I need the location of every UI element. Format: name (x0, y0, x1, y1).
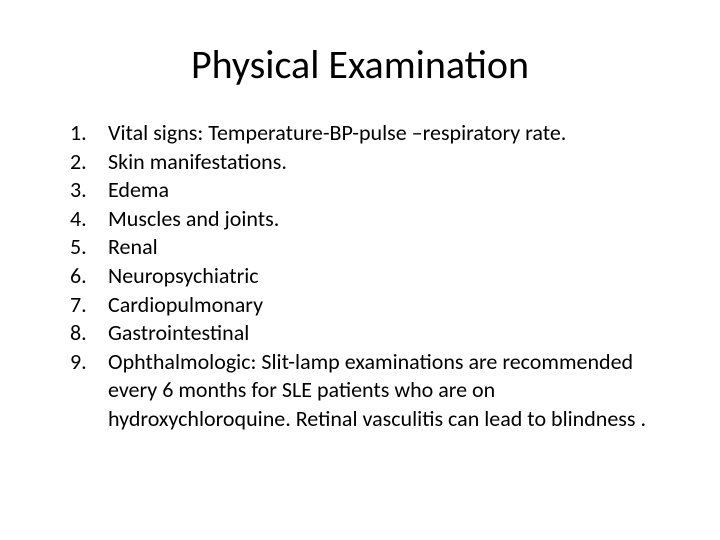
list-text: Cardiopulmonary (108, 291, 670, 320)
list-item: 7. Cardiopulmonary (70, 291, 670, 320)
list-number: 8. (70, 319, 108, 348)
list-item: 6. Neuropsychiatric (70, 262, 670, 291)
list-text: Vital signs: Temperature-BP-pulse –respi… (108, 119, 670, 148)
list-number: 1. (70, 119, 108, 148)
list-item: 4. Muscles and joints. (70, 205, 670, 234)
list-item: 8. Gastrointestinal (70, 319, 670, 348)
list-number: 4. (70, 205, 108, 234)
slide-title: Physical Examination (50, 40, 670, 89)
list-number: 3. (70, 176, 108, 205)
list-number: 2. (70, 148, 108, 177)
list-item: 9. Ophthalmologic: Slit-lamp examination… (70, 348, 670, 434)
list-text: Ophthalmologic: Slit-lamp examinations a… (108, 348, 670, 434)
list-number: 9. (70, 348, 108, 434)
list-number: 7. (70, 291, 108, 320)
list-text: Gastrointestinal (108, 319, 670, 348)
list-item: 2. Skin manifestations. (70, 148, 670, 177)
list-text: Neuropsychiatric (108, 262, 670, 291)
list-text: Skin manifestations. (108, 148, 670, 177)
list-item: 5. Renal (70, 233, 670, 262)
list-number: 6. (70, 262, 108, 291)
list-item: 1. Vital signs: Temperature-BP-pulse –re… (70, 119, 670, 148)
list-text: Renal (108, 233, 670, 262)
list-text: Muscles and joints. (108, 205, 670, 234)
list-text: Edema (108, 176, 670, 205)
list-number: 5. (70, 233, 108, 262)
list-item: 3. Edema (70, 176, 670, 205)
numbered-list: 1. Vital signs: Temperature-BP-pulse –re… (50, 119, 670, 434)
